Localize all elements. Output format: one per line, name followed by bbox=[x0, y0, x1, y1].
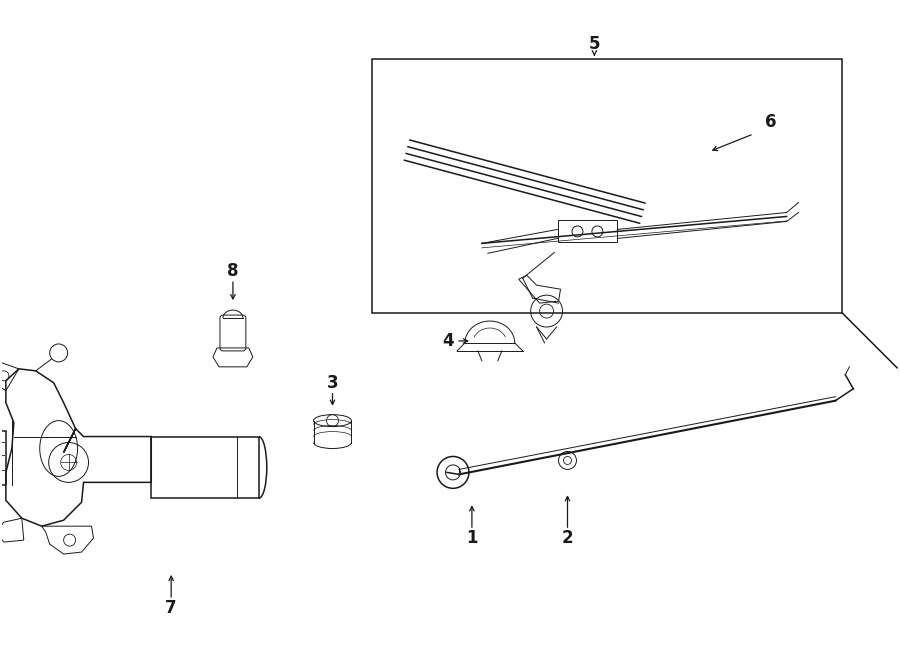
Text: 1: 1 bbox=[466, 529, 478, 547]
Text: 2: 2 bbox=[562, 529, 573, 547]
Text: 5: 5 bbox=[589, 35, 600, 53]
Text: 6: 6 bbox=[765, 113, 777, 131]
Text: 4: 4 bbox=[442, 332, 454, 350]
Text: 7: 7 bbox=[166, 599, 177, 617]
Text: 8: 8 bbox=[227, 262, 239, 280]
Text: 3: 3 bbox=[327, 373, 338, 392]
